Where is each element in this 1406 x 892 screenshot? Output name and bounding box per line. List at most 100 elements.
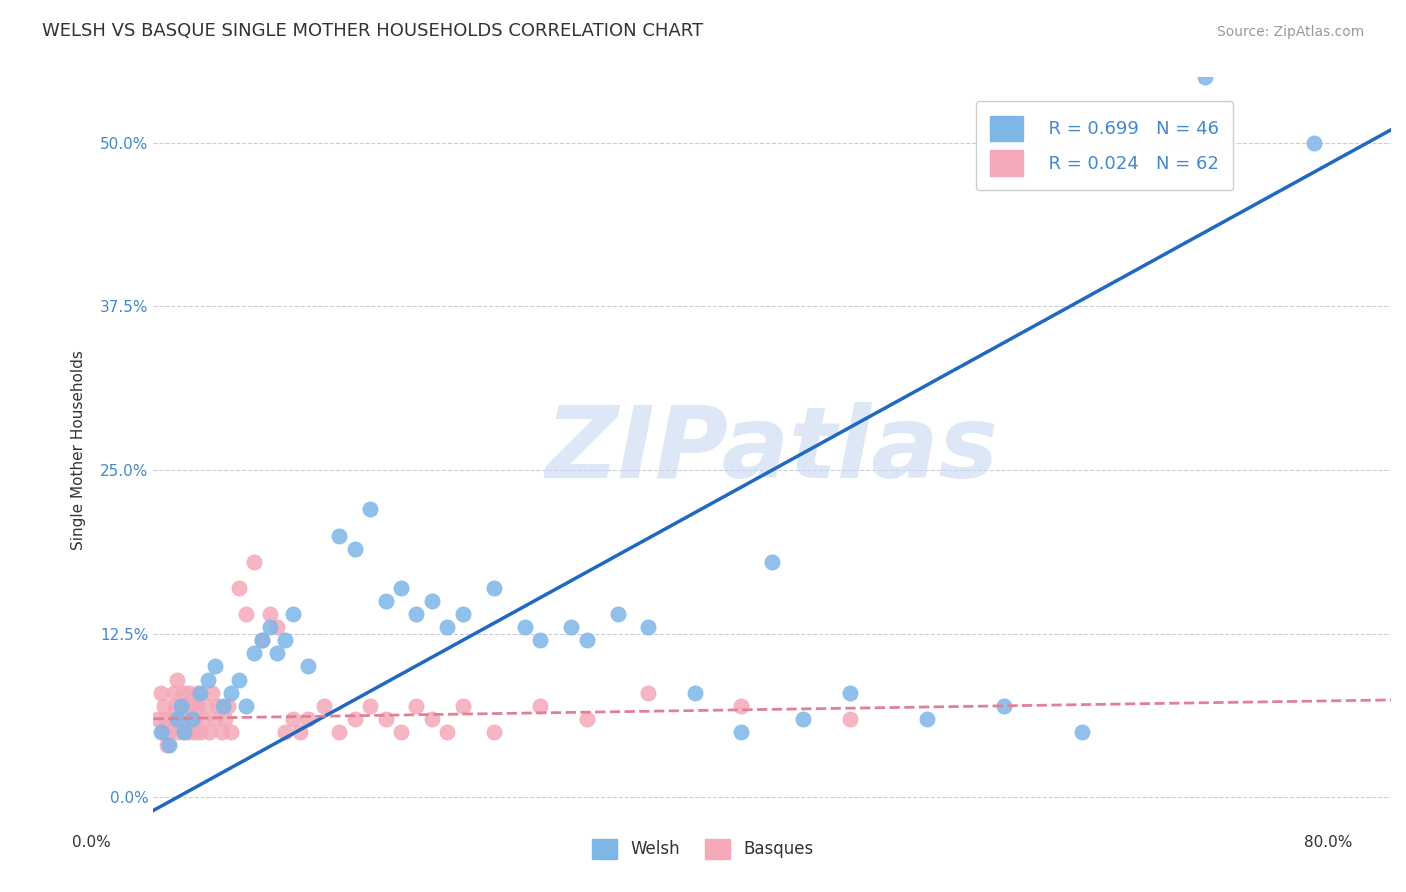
Point	[1302, 136, 1324, 150]
Point	[207, 698, 229, 713]
Point	[162, 685, 184, 699]
Point	[575, 633, 598, 648]
Point	[281, 607, 304, 621]
Point	[529, 633, 551, 648]
Point	[482, 581, 505, 595]
Text: 0.0%: 0.0%	[72, 836, 111, 850]
Point	[374, 712, 396, 726]
Point	[173, 712, 195, 726]
Point	[176, 724, 198, 739]
Point	[235, 698, 257, 713]
Point	[181, 698, 204, 713]
Point	[281, 712, 304, 726]
Point	[259, 620, 281, 634]
Point	[606, 607, 628, 621]
Point	[156, 738, 179, 752]
Point	[173, 724, 195, 739]
Point	[792, 712, 814, 726]
Point	[529, 698, 551, 713]
Text: 80.0%: 80.0%	[1305, 836, 1353, 850]
Point	[188, 685, 211, 699]
Point	[155, 712, 177, 726]
Legend:   R = 0.699   N = 46,   R = 0.024   N = 62: R = 0.699 N = 46, R = 0.024 N = 62	[976, 102, 1233, 190]
Point	[266, 620, 288, 634]
Point	[204, 659, 226, 673]
Point	[389, 724, 412, 739]
Point	[274, 633, 297, 648]
Point	[157, 738, 180, 752]
Point	[297, 659, 319, 673]
Point	[153, 698, 176, 713]
Point	[730, 698, 752, 713]
Point	[274, 724, 297, 739]
Point	[169, 712, 191, 726]
Point	[177, 685, 200, 699]
Point	[405, 607, 427, 621]
Point	[312, 698, 335, 713]
Point	[157, 724, 180, 739]
Point	[451, 698, 474, 713]
Point	[637, 620, 659, 634]
Point	[170, 698, 193, 713]
Point	[165, 698, 187, 713]
Point	[191, 712, 214, 726]
Point	[170, 698, 193, 713]
Point	[637, 685, 659, 699]
Point	[217, 698, 239, 713]
Point	[160, 712, 183, 726]
Point	[181, 712, 204, 726]
Point	[838, 685, 860, 699]
Point	[211, 724, 233, 739]
Point	[575, 712, 598, 726]
Text: ZIPatlas: ZIPatlas	[546, 402, 998, 499]
Point	[183, 724, 205, 739]
Point	[235, 607, 257, 621]
Point	[187, 685, 209, 699]
Point	[761, 555, 783, 569]
Point	[228, 581, 250, 595]
Point	[250, 633, 273, 648]
Point	[993, 698, 1015, 713]
Point	[214, 712, 236, 726]
Point	[186, 698, 208, 713]
Point	[228, 673, 250, 687]
Point	[167, 724, 190, 739]
Point	[184, 712, 207, 726]
Point	[1194, 70, 1216, 85]
Point	[420, 712, 443, 726]
Y-axis label: Single Mother Households: Single Mother Households	[72, 351, 86, 550]
Point	[359, 698, 381, 713]
Point	[838, 712, 860, 726]
Point	[359, 502, 381, 516]
Point	[389, 581, 412, 595]
Point	[343, 541, 366, 556]
Point	[152, 724, 174, 739]
Point	[197, 673, 219, 687]
Point	[150, 724, 173, 739]
Point	[219, 685, 242, 699]
Point	[198, 724, 221, 739]
Point	[188, 724, 211, 739]
Point	[482, 724, 505, 739]
Point	[204, 712, 226, 726]
Point	[328, 724, 350, 739]
Point	[1070, 724, 1092, 739]
Point	[436, 724, 458, 739]
Text: WELSH VS BASQUE SINGLE MOTHER HOUSEHOLDS CORRELATION CHART: WELSH VS BASQUE SINGLE MOTHER HOUSEHOLDS…	[42, 21, 703, 39]
Point	[174, 698, 197, 713]
Point	[180, 712, 202, 726]
Point	[250, 633, 273, 648]
Point	[166, 673, 188, 687]
Point	[290, 724, 312, 739]
Point	[420, 594, 443, 608]
Point	[172, 685, 194, 699]
Point	[560, 620, 582, 634]
Point	[683, 685, 706, 699]
Point	[212, 698, 235, 713]
Point	[343, 712, 366, 726]
Point	[219, 724, 242, 739]
Point	[201, 685, 224, 699]
Point	[259, 607, 281, 621]
Point	[374, 594, 396, 608]
Point	[243, 555, 266, 569]
